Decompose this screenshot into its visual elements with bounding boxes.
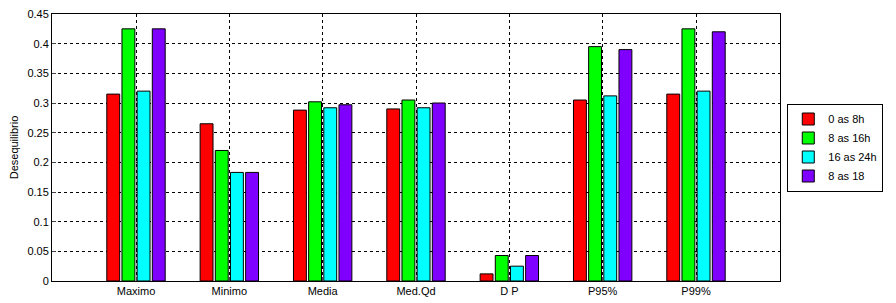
svg-text:0 as 8h: 0 as 8h [828,113,864,125]
svg-text:Med.Qd: Med.Qd [396,285,435,297]
svg-text:Maximo: Maximo [117,285,156,297]
svg-text:Media: Media [308,285,339,297]
svg-text:0.2: 0.2 [34,156,49,168]
svg-text:0.4: 0.4 [34,38,49,50]
svg-text:0.45: 0.45 [27,8,48,20]
svg-text:Minimo: Minimo [212,285,247,297]
svg-text:Desequilibrio: Desequilibrio [8,116,20,180]
svg-text:0.1: 0.1 [34,216,49,228]
svg-text:0.25: 0.25 [27,127,48,139]
svg-text:0.3: 0.3 [34,97,49,109]
svg-text:P95%: P95% [588,285,618,297]
svg-text:0: 0 [43,275,49,287]
svg-text:8 as 18: 8 as 18 [828,170,864,182]
svg-text:0.15: 0.15 [27,186,48,198]
svg-text:D P: D P [500,285,518,297]
svg-text:0.05: 0.05 [27,245,48,257]
svg-text:16 as 24h: 16 as 24h [828,151,876,163]
svg-text:P99%: P99% [681,285,711,297]
svg-text:8 as 16h: 8 as 16h [828,132,870,144]
svg-text:0.35: 0.35 [27,67,48,79]
